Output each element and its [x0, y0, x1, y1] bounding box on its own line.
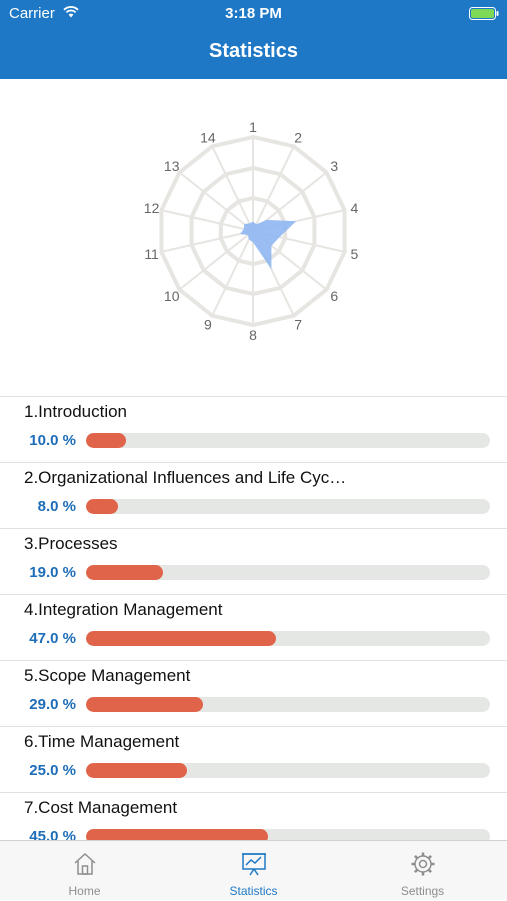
radar-axis-label: 5: [351, 246, 359, 262]
radar-axis-line: [211, 145, 254, 232]
progress-track: [86, 763, 490, 778]
radar-axis-label: 14: [200, 129, 216, 145]
radar-axis-label: 7: [294, 317, 302, 333]
topic-title: 6.Time Management: [24, 732, 180, 751]
radar-axis-label: 6: [330, 288, 338, 304]
progress-track: [86, 697, 490, 712]
tab-home-label: Home: [68, 884, 101, 898]
progress-fill: [86, 499, 119, 514]
topic-title: 4.Integration Management: [24, 600, 223, 619]
topic-title: 3.Processes: [24, 534, 118, 553]
progress-fill: [86, 565, 163, 580]
statistics-icon: [242, 853, 266, 876]
wifi-icon: [63, 6, 79, 18]
topic-percent: 19.0 %: [29, 564, 76, 581]
tab-statistics-label: Statistics: [229, 884, 278, 898]
topic-percent: 25.0 %: [29, 762, 76, 779]
tab-home[interactable]: Home: [0, 841, 169, 901]
radar-axis-label: 10: [164, 288, 180, 304]
progress-track: [86, 499, 490, 514]
topic-row[interactable]: 4.Integration Management 47.0 %: [0, 594, 507, 660]
topic-row[interactable]: 1.Introduction 10.0 %: [0, 396, 507, 462]
progress-fill: [86, 433, 127, 448]
topic-list: 1.Introduction 10.0 % 2.Organizational Inf…: [0, 396, 507, 858]
radar-axis-label: 13: [164, 158, 180, 174]
progress-fill: [86, 763, 187, 778]
clock: 3:18 PM: [225, 5, 282, 22]
topic-row[interactable]: 3.Processes 19.0 %: [0, 528, 507, 594]
carrier-label: Carrier: [9, 5, 55, 22]
radar-axis-label: 3: [330, 158, 338, 174]
radar-chart: 1 2 3 4 5 6 7 8 9 10 11 12 13 14: [0, 79, 507, 396]
radar-axis-line: [161, 209, 254, 232]
tab-settings-label: Settings: [400, 884, 445, 898]
radar-axis-label: 4: [351, 200, 359, 216]
progress-track: [86, 565, 490, 580]
home-icon: [74, 852, 96, 875]
topic-percent: 10.0 %: [29, 432, 76, 449]
progress-track: [86, 433, 490, 448]
progress-track: [86, 631, 490, 646]
topic-title: 5.Scope Management: [24, 666, 191, 685]
topic-row[interactable]: 5.Scope Management 29.0 %: [0, 660, 507, 726]
radar-data-area: [240, 219, 297, 270]
radar-axis-label: 11: [144, 246, 159, 262]
topic-row[interactable]: 6.Time Management 25.0 %: [0, 726, 507, 792]
app-header: Carrier 3:18 PM Statistics: [0, 0, 507, 79]
radar-axis-line: [161, 230, 254, 253]
radar-axis-line: [211, 230, 254, 317]
progress-fill: [86, 697, 204, 712]
tab-statistics[interactable]: Statistics: [169, 841, 338, 901]
radar-axis-line: [178, 230, 254, 291]
topic-percent: 8.0 %: [37, 498, 76, 515]
topic-title: 2.Organizational Influences and Life Cyc…: [24, 468, 347, 487]
progress-fill: [86, 631, 276, 646]
radar-axis-label: 1: [249, 119, 257, 135]
tab-bar: Home Statistics Settings: [0, 840, 507, 900]
status-bar: Carrier 3:18 PM: [0, 0, 507, 28]
radar-axis-line: [252, 145, 295, 232]
page-title: Statistics: [209, 40, 298, 62]
radar-axis-label: 12: [144, 200, 160, 216]
topic-title: 1.Introduction: [24, 402, 128, 421]
radar-axis-label: 8: [249, 327, 257, 343]
topic-row[interactable]: 2.Organizational Influences and Life Cyc…: [0, 462, 507, 528]
topic-title: 7.Cost Management: [24, 798, 178, 817]
topic-percent: 47.0 %: [29, 630, 76, 647]
topic-percent: 29.0 %: [29, 696, 76, 713]
tab-settings[interactable]: Settings: [338, 841, 507, 901]
radar-axis-label: 2: [294, 129, 302, 145]
radar-axis-line: [178, 171, 254, 232]
gear-icon: [411, 852, 435, 876]
radar-axis-label: 9: [204, 317, 212, 333]
battery-icon: [469, 7, 499, 20]
